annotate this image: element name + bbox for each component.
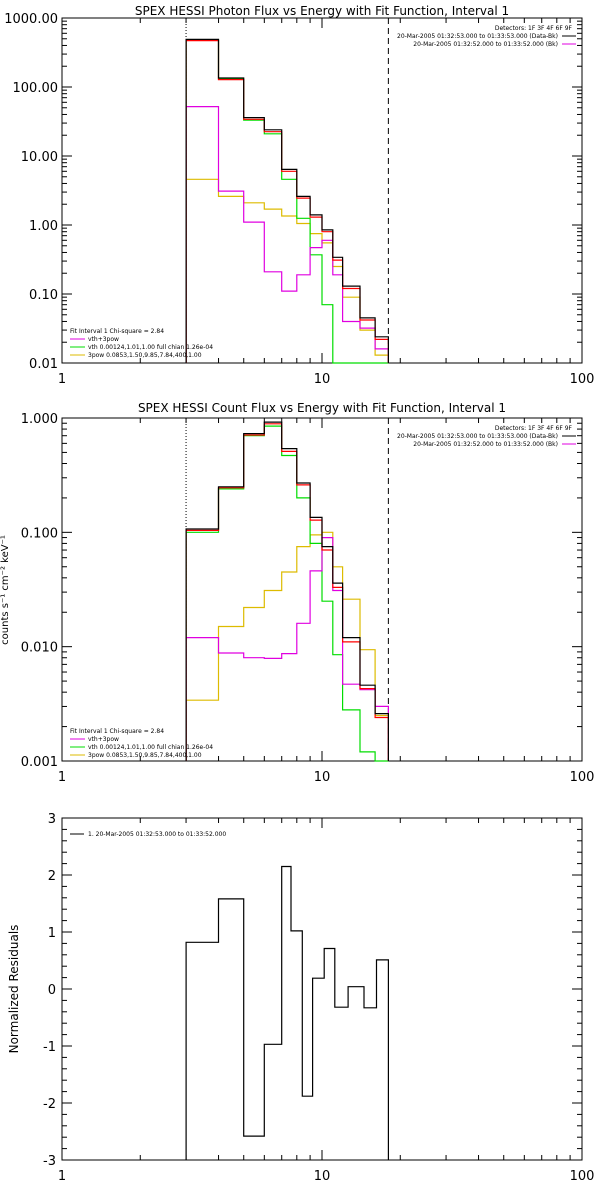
photon-flux-legend-vth3pow: vth+3pow (88, 336, 119, 343)
y-tick-label: 100.00 (13, 81, 59, 96)
x-tick-label: 10 (314, 1169, 331, 1184)
y-tick-label: 0 (48, 983, 56, 998)
residuals-panel: Normalized Residuals 1. 20-Mar-2005 01:3… (7, 812, 594, 1184)
photon-flux-title: SPEX HESSI Photon Flux vs Energy with Fi… (135, 4, 509, 18)
y-tick-label: -3 (43, 1154, 56, 1169)
x-tick-label: 100 (570, 770, 595, 785)
count-flux-panel: SPEX HESSI Count Flux vs Energy with Fit… (0, 401, 594, 785)
y-tick-label: 3 (48, 812, 56, 827)
residuals-ylabel: Normalized Residuals (7, 925, 21, 1054)
y-tick-label: 1.00 (29, 219, 58, 234)
y-tick-label: 2 (48, 869, 56, 884)
count-flux-ylabel: counts s⁻¹ cm⁻² keV⁻¹ (0, 535, 11, 645)
x-tick-label: 100 (570, 372, 595, 387)
photon-flux-legend-vth: vth 0.00124,1.01,1.00 full chian 1.26e-0… (88, 344, 213, 351)
count-flux-title: SPEX HESSI Count Flux vs Energy with Fit… (138, 401, 506, 415)
y-tick-label: 0.001 (21, 755, 58, 770)
count-flux-header-detectors: Detectors: 1F 3F 4F 6F 9F (495, 425, 573, 432)
x-tick-label: 1 (58, 372, 66, 387)
x-tick-label: 1 (58, 770, 66, 785)
count-flux-header-bk-interval: 20-Mar-2005 01:32:52.000 to 01:33:52.000… (413, 441, 558, 448)
x-tick-label: 10 (314, 372, 331, 387)
photon-flux-legend-fit: Fit Interval 1 Chi-square = 2.84 (70, 328, 164, 335)
series-total-histogram (185, 421, 389, 761)
x-tick-label: 100 (570, 1169, 595, 1184)
y-tick-label: -2 (43, 1097, 56, 1112)
series-total-histogram (185, 865, 389, 1160)
photon-flux-header-detectors: Detectors: 1F 3F 4F 6F 9F (495, 25, 573, 32)
photon-flux-header-bk-interval: 20-Mar-2005 01:32:52.000 to 01:33:52.000… (413, 41, 558, 48)
y-tick-label: 1.000 (21, 412, 58, 427)
y-tick-label: 1000.00 (4, 12, 58, 27)
photon-flux-header-data-interval: 20-Mar-2005 01:32:53.000 to 01:33:53.000… (397, 33, 558, 40)
y-tick-label: 0.010 (21, 641, 58, 656)
photon-flux-panel: SPEX HESSI Photon Flux vs Energy with Fi… (4, 4, 594, 387)
y-tick-label: 0.10 (29, 288, 58, 303)
y-tick-label: -1 (43, 1040, 56, 1055)
series-vth_alt-histogram (185, 106, 389, 363)
series-total-histogram (185, 38, 389, 363)
y-tick-label: 0.01 (29, 357, 58, 372)
y-tick-label: 10.00 (21, 150, 58, 165)
count-flux-legend-3pow: 3pow 0.0853,1.50,9.85,7.84,400,1.00 (88, 752, 202, 759)
count-flux-legend-vth: vth 0.00124,1.01,1.00 full chian 1.26e-0… (88, 744, 213, 751)
count-flux-legend-fit: Fit Interval 1 Chi-square = 2.84 (70, 728, 164, 735)
y-tick-label: 1 (48, 926, 56, 941)
count-flux-legend-vth3pow: vth+3pow (88, 736, 119, 743)
count-flux-header-data-interval: 20-Mar-2005 01:32:53.000 to 01:33:53.000… (397, 433, 558, 440)
residuals-legend-label: 1. 20-Mar-2005 01:32:53.000 to 01:33:52.… (88, 831, 226, 838)
y-tick-label: 0.100 (21, 526, 58, 541)
x-tick-label: 1 (58, 1169, 66, 1184)
photon-flux-legend-3pow: 3pow 0.0853,1.50,9.85,7.84,400,1.00 (88, 352, 202, 359)
x-tick-label: 10 (314, 770, 331, 785)
